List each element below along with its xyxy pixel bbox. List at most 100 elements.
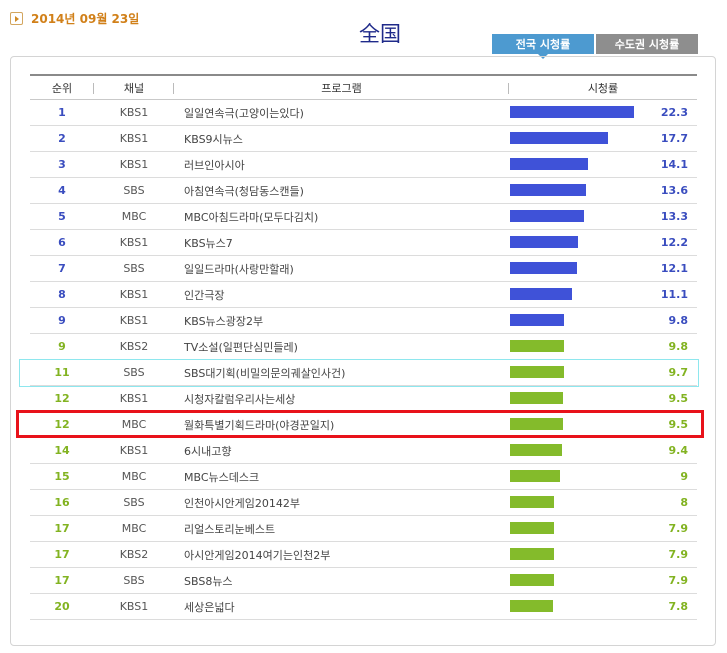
rating-value: 9.4 [668,444,689,457]
rating-bar [510,235,578,248]
rating-value: 9.8 [668,314,689,327]
rating-value: 7.9 [668,574,689,587]
channel-cell: KBS1 [119,288,149,301]
rating-value: 11.1 [660,288,688,301]
rating-value: 13.3 [660,210,688,223]
program-cell[interactable]: SBS대기획(비밀의문의궤살인사건) [184,366,346,380]
rating-bar-cell [509,152,649,178]
broadcast-date: 2014년 09월 23일 [31,11,140,26]
table-row: 3 KBS1 러브인아시아 14.1 [30,152,697,178]
program-cell[interactable]: 월화특별기획드라마(야경꾼일지) [184,418,335,432]
ratings-panel [10,56,716,646]
rating-bar-cell [509,178,649,204]
program-cell[interactable]: 6시내고향 [184,444,232,458]
program-cell[interactable]: SBS8뉴스 [184,574,233,588]
program-cell[interactable]: 아침연속극(청담동스캔들) [184,184,304,198]
program-cell[interactable]: MBC뉴스데스크 [184,470,260,484]
rank-cell: 2 [58,132,66,145]
rank-cell: 5 [58,210,66,223]
table-row: 15 MBC MBC뉴스데스크 9 [30,464,697,490]
rating-bar [510,599,553,612]
program-cell[interactable]: 인천아시안게임20142부 [184,496,300,510]
rating-bar [510,261,577,274]
row-highlight-cyan [19,359,699,387]
channel-cell: KBS2 [119,340,149,353]
channel-cell: SBS [123,496,145,509]
table-row: 2 KBS1 KBS9시뉴스 17.7 [30,126,697,152]
rating-bar-cell [509,464,649,490]
channel-cell: KBS1 [119,392,149,405]
header-program: 프로그램 [174,75,509,101]
program-cell[interactable]: 일일드라마(사랑만할래) [184,262,294,276]
rating-bar [510,131,608,144]
tab-capital-area-rating[interactable]: 수도권 시청률 [596,34,698,54]
rating-bar [510,443,562,456]
table-row: 17 MBC 리얼스토리눈베스트 7.9 [30,516,697,542]
program-cell[interactable]: 아시안게임2014여기는인천2부 [184,548,331,562]
program-cell[interactable]: TV소설(일편단심민들레) [184,340,298,354]
channel-cell: MBC [121,522,147,535]
program-cell[interactable]: 세상은넓다 [184,600,235,614]
header-rank: 순위 [30,75,94,101]
rating-bar [510,339,564,352]
rating-bar-cell [509,334,649,360]
program-cell[interactable]: MBC아침드라마(모두다김치) [184,210,319,224]
rating-value: 9 [680,470,688,483]
program-cell[interactable]: KBS뉴스광장2부 [184,314,264,328]
rank-cell: 17 [54,548,70,561]
table-row: 11 SBS SBS대기획(비밀의문의궤살인사건) 9.7 [30,360,697,386]
program-cell[interactable]: 일일연속극(고양이는있다) [184,106,304,120]
table-row: 20 KBS1 세상은넓다 7.8 [30,594,697,620]
rating-bar-cell [509,594,649,620]
rating-value: 9.8 [668,340,689,353]
table-row: 8 KBS1 인간극장 11.1 [30,282,697,308]
channel-cell: MBC [121,470,147,483]
table-row: 12 KBS1 시청자칼럼우리사는세상 9.5 [30,386,697,412]
rating-bar-cell [509,568,649,594]
rating-bar-cell [509,438,649,464]
program-cell[interactable]: 시청자칼럼우리사는세상 [184,392,296,406]
rank-cell: 15 [54,470,70,483]
rating-bar [510,313,564,326]
rating-value: 8 [680,496,688,509]
rating-bar-cell [509,256,649,282]
table-row: 5 MBC MBC아침드라마(모두다김치) 13.3 [30,204,697,230]
table-row: 1 KBS1 일일연속극(고양이는있다) 22.3 [30,100,697,126]
rank-cell: 16 [54,496,70,509]
rating-bar [510,209,584,222]
page-title: 全国 [359,22,401,46]
channel-cell: KBS1 [119,314,149,327]
program-cell[interactable]: KBS9시뉴스 [184,132,243,146]
rank-cell: 6 [58,236,66,249]
rating-bar-cell [509,308,649,334]
rating-bar [510,547,554,560]
program-cell[interactable]: 러브인아시아 [184,158,245,172]
rating-value: 9.5 [668,392,689,405]
header-rating: 시청률 [587,81,619,95]
rating-bar [510,521,554,534]
table-row: 4 SBS 아침연속극(청담동스캔들) 13.6 [30,178,697,204]
channel-cell: KBS1 [119,132,149,145]
table-row: 16 SBS 인천아시안게임20142부 8 [30,490,697,516]
rating-bar [510,365,564,378]
rating-bar-cell [509,282,649,308]
program-cell[interactable]: 리얼스토리눈베스트 [184,522,276,536]
arrow-right-icon[interactable] [10,11,23,25]
channel-cell: KBS1 [119,600,149,613]
ratings-table: 순위 채널 프로그램 시청률 1 KBS1 일일연속극(고양이는있다) 22.3 2 KB… [30,74,697,620]
rating-value: 7.9 [668,522,689,535]
tab-national-rating[interactable]: 전국 시청률 [492,34,594,59]
channel-cell: MBC [121,418,147,431]
program-cell[interactable]: KBS뉴스7 [184,236,233,250]
table-row: 7 SBS 일일드라마(사랑만할래) 12.1 [30,256,697,282]
rating-bar-cell [509,490,649,516]
channel-cell: KBS1 [119,444,149,457]
rank-cell: 4 [58,184,66,197]
rating-bar-cell [509,204,649,230]
rating-value: 12.2 [660,236,688,249]
rating-bar [510,495,554,508]
rating-value: 17.7 [660,132,688,145]
rating-value: 9.7 [668,366,689,379]
rating-value: 7.8 [668,600,689,613]
program-cell[interactable]: 인간극장 [184,288,225,302]
